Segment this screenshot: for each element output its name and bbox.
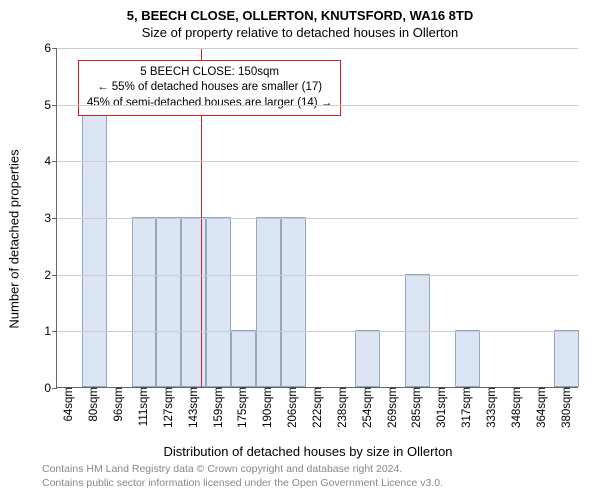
xtick-label: 238sqm [337, 387, 349, 434]
bar [181, 217, 206, 387]
xtick-label: 159sqm [213, 387, 225, 434]
bar [281, 217, 306, 387]
bar [82, 104, 107, 387]
ytick-label: 2 [44, 268, 57, 282]
xtick-label: 127sqm [163, 387, 175, 434]
y-axis-label: Number of detached properties [7, 149, 22, 328]
ytick-label: 0 [44, 381, 57, 395]
xtick-label: 190sqm [262, 387, 274, 434]
xtick-label: 143sqm [188, 387, 200, 434]
ytick-label: 5 [44, 98, 57, 112]
gridline [57, 275, 578, 276]
xtick-label: 222sqm [312, 387, 324, 434]
gridline [57, 218, 578, 219]
xtick-label: 206sqm [287, 387, 299, 434]
xtick-label: 380sqm [561, 387, 573, 434]
xtick-label: 285sqm [411, 387, 423, 434]
plot-area: 5 BEECH CLOSE: 150sqm ← 55% of detached … [56, 48, 578, 388]
ytick-label: 4 [44, 154, 57, 168]
chart-container: Number of detached properties 5 BEECH CL… [28, 48, 588, 430]
xtick-label: 269sqm [387, 387, 399, 434]
xtick-label: 301sqm [436, 387, 448, 434]
bar [206, 217, 231, 387]
bar [256, 217, 281, 387]
xtick-label: 348sqm [511, 387, 523, 434]
bar [405, 274, 430, 387]
xtick-label: 111sqm [138, 387, 150, 432]
xtick-label: 80sqm [88, 387, 100, 428]
footer-line1: Contains HM Land Registry data © Crown c… [42, 462, 600, 476]
gridline [57, 48, 578, 49]
xtick-label: 317sqm [461, 387, 473, 434]
xtick-label: 175sqm [237, 387, 249, 434]
bar [355, 330, 380, 387]
bar [554, 330, 579, 387]
annotation-box: 5 BEECH CLOSE: 150sqm ← 55% of detached … [78, 60, 341, 117]
x-axis-label: Distribution of detached houses by size … [163, 444, 452, 459]
annotation-line1: 5 BEECH CLOSE: 150sqm [87, 65, 332, 81]
bar [156, 217, 181, 387]
annotation-line2: ← 55% of detached houses are smaller (17… [87, 80, 332, 96]
ytick-label: 6 [44, 41, 57, 55]
gridline [57, 161, 578, 162]
ytick-label: 1 [44, 324, 57, 338]
title-sub: Size of property relative to detached ho… [0, 23, 600, 40]
bar [231, 330, 256, 387]
bar [132, 217, 157, 387]
xtick-label: 254sqm [362, 387, 374, 434]
xtick-label: 64sqm [63, 387, 75, 428]
xtick-label: 96sqm [113, 387, 125, 428]
gridline [57, 105, 578, 106]
ytick-label: 3 [44, 211, 57, 225]
xtick-label: 364sqm [536, 387, 548, 434]
xtick-label: 333sqm [486, 387, 498, 434]
footer-line2: Contains public sector information licen… [42, 476, 600, 490]
footer: Contains HM Land Registry data © Crown c… [0, 462, 600, 490]
gridline [57, 331, 578, 332]
bar [455, 330, 480, 387]
title-main: 5, BEECH CLOSE, OLLERTON, KNUTSFORD, WA1… [0, 0, 600, 23]
